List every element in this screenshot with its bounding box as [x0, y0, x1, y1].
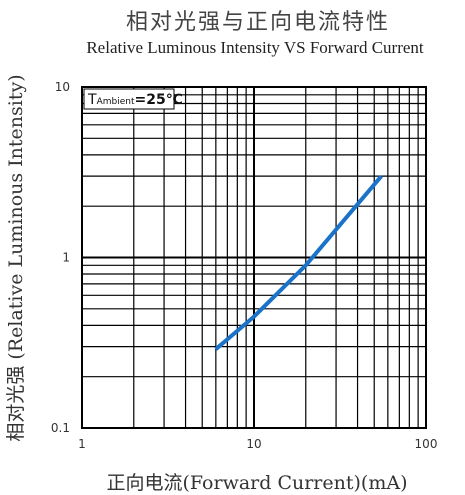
chart-title: 相对光强与正向电流特性 — [126, 10, 390, 35]
annotation-sub: Ambient — [97, 97, 135, 107]
x-tick-label: 100 — [415, 437, 438, 451]
y-tick-label: 1 — [62, 251, 70, 265]
annotation-text: TAmbient=25℃ — [87, 92, 183, 108]
series-line — [214, 174, 383, 351]
y-tick-label: 10 — [55, 80, 70, 94]
annotation-prefix: T — [87, 92, 97, 108]
x-tick-label: 1 — [78, 437, 86, 451]
y-tick-label: 0.1 — [51, 421, 70, 435]
series-layer — [214, 174, 383, 351]
grid — [82, 87, 426, 428]
y-axis-label: 相对光强 (Relative Luminous Intensity) — [5, 74, 27, 441]
annotation-value: =25℃ — [134, 92, 182, 108]
annotation-box — [83, 88, 175, 110]
temperature-annotation: TAmbient=25℃ — [83, 88, 183, 110]
x-axis-label: 正向电流(Forward Current)(mA) — [107, 472, 408, 494]
chart-subtitle: Relative Luminous Intensity VS Forward C… — [86, 38, 424, 57]
plot-frame — [81, 86, 427, 429]
x-tick-label: 10 — [246, 437, 261, 451]
tick-labels: 1 10 100 0.1 1 10 — [51, 80, 438, 451]
